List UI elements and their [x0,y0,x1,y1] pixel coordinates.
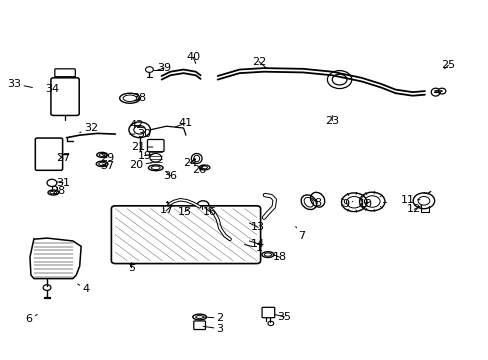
Text: 25: 25 [440,60,454,70]
Text: 16: 16 [202,207,216,217]
Text: 5: 5 [128,262,135,273]
Text: 40: 40 [186,52,200,63]
Text: 29: 29 [100,153,114,163]
Text: 36: 36 [163,171,177,181]
Text: 37: 37 [100,161,114,171]
Text: 32: 32 [80,123,98,133]
Circle shape [128,259,136,265]
Text: 13: 13 [249,222,264,232]
Circle shape [43,285,51,291]
FancyBboxPatch shape [111,206,260,264]
Text: 41: 41 [175,118,192,128]
Text: 11: 11 [400,195,419,205]
Text: 9: 9 [342,199,352,210]
Text: 17: 17 [159,205,173,216]
Text: 7: 7 [295,226,305,240]
Text: 27: 27 [56,153,70,163]
Text: 21: 21 [131,142,153,152]
Text: 39: 39 [156,63,171,73]
Text: 4: 4 [78,284,89,294]
FancyBboxPatch shape [51,78,79,116]
Text: 2: 2 [203,313,223,323]
Text: 22: 22 [251,57,266,68]
FancyBboxPatch shape [262,307,274,318]
Text: 34: 34 [45,84,59,94]
Text: 31: 31 [56,178,70,188]
Circle shape [267,321,273,325]
Text: 35: 35 [274,312,291,322]
Text: 33: 33 [7,79,32,89]
Text: 1: 1 [244,243,262,253]
FancyBboxPatch shape [55,69,75,77]
Text: 18: 18 [272,252,286,262]
Text: 19: 19 [137,150,153,161]
Text: 23: 23 [325,116,339,126]
Text: 20: 20 [129,160,152,170]
Text: 3: 3 [203,324,223,334]
Text: 30: 30 [130,129,151,139]
FancyBboxPatch shape [193,321,205,329]
Text: 28: 28 [51,186,65,197]
Text: 42: 42 [129,121,144,130]
Circle shape [437,88,445,94]
Circle shape [47,179,57,186]
FancyBboxPatch shape [147,139,163,152]
Text: 26: 26 [192,165,206,175]
FancyBboxPatch shape [35,138,62,170]
Text: 15: 15 [178,207,192,217]
Text: 14: 14 [249,239,264,249]
Circle shape [145,67,153,72]
Text: 38: 38 [132,93,146,103]
Text: 10: 10 [358,199,372,210]
Text: 6: 6 [25,314,37,324]
Text: 24: 24 [183,158,197,168]
Text: 12: 12 [407,204,420,215]
Text: 8: 8 [311,198,321,208]
